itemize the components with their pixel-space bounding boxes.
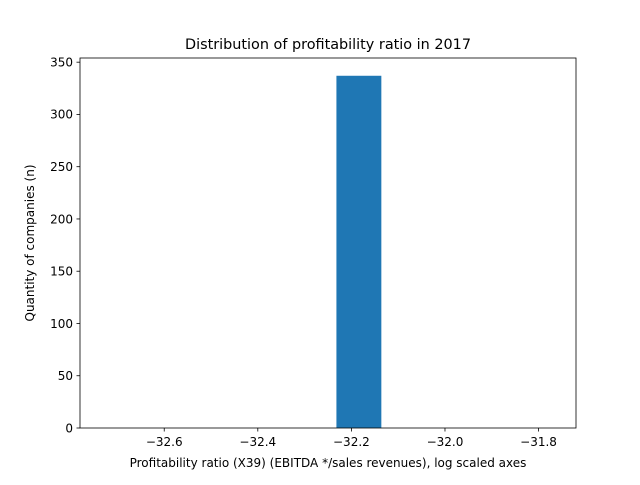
y-tick-label: 350 (50, 55, 73, 69)
y-tick-label: 0 (65, 421, 73, 435)
x-axis-ticks: −32.6 −32.4 −32.2 −32.0 −31.8 (146, 428, 557, 449)
y-axis-ticks: 0 50 100 150 200 250 300 350 (50, 55, 80, 435)
y-tick-label: 200 (50, 212, 73, 226)
y-tick-label: 250 (50, 160, 73, 174)
y-axis-label: Quantity of companies (n) (23, 164, 37, 321)
x-tick-label: −32.6 (146, 435, 183, 449)
plot-frame (79, 57, 577, 429)
x-tick-label: −32.2 (333, 435, 370, 449)
x-tick-label: −32.4 (239, 435, 276, 449)
histogram-bar-0 (336, 75, 382, 428)
x-tick-label: −31.8 (520, 435, 557, 449)
y-tick-label: 100 (50, 317, 73, 331)
chart-title: Distribution of profitability ratio in 2… (185, 37, 471, 53)
y-tick-label: 300 (50, 108, 73, 122)
x-axis-label: Profitability ratio (X39) (EBITDA */sale… (130, 456, 527, 470)
y-tick-label: 150 (50, 265, 73, 279)
bars-layer (336, 75, 382, 428)
x-tick-label: −32.0 (427, 435, 464, 449)
y-tick-label: 50 (58, 369, 73, 383)
